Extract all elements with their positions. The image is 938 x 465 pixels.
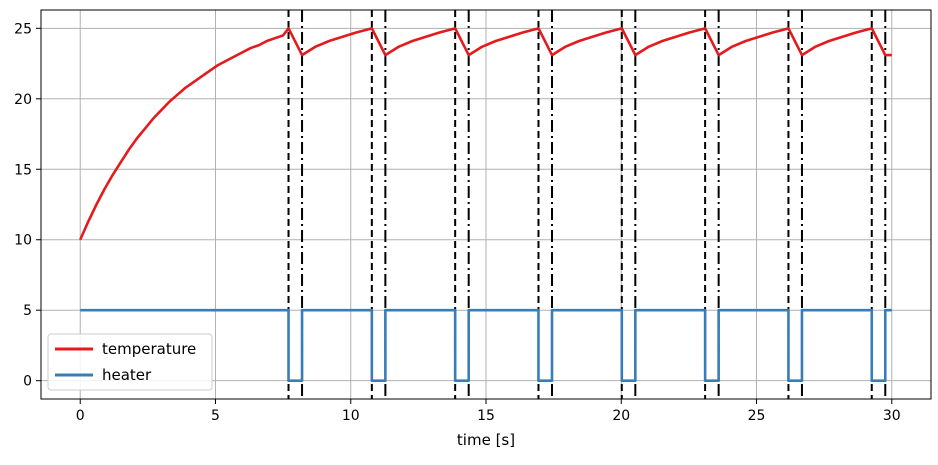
- x-tick-label: 5: [211, 408, 220, 424]
- x-tick-label: 0: [76, 408, 85, 424]
- x-tick-label: 20: [612, 408, 630, 424]
- legend: temperature heater: [47, 333, 213, 391]
- x-tick-label: 15: [477, 408, 495, 424]
- series-line-temperature: [79, 27, 892, 241]
- legend-label-temperature: temperature: [102, 340, 196, 358]
- y-tick-label: 10: [14, 233, 32, 249]
- x-axis-label: time [s]: [457, 431, 515, 449]
- legend-label-heater: heater: [102, 366, 152, 384]
- y-tick-label: 5: [23, 303, 32, 319]
- y-tick-label: 20: [14, 92, 32, 108]
- y-tick-label: 25: [14, 21, 32, 37]
- y-tick-label: 0: [23, 374, 32, 390]
- event-lines: [287, 10, 887, 399]
- x-tick-label: 30: [883, 408, 901, 424]
- y-tick-label: 15: [14, 162, 32, 178]
- series-lines: [79, 27, 892, 382]
- x-tick-label: 25: [748, 408, 766, 424]
- x-tick-label: 10: [342, 408, 360, 424]
- series-line-heater: [80, 308, 892, 382]
- axis-ticks: 0 5 10 15 20 25 30 0 5 10 15 20 25: [14, 21, 901, 424]
